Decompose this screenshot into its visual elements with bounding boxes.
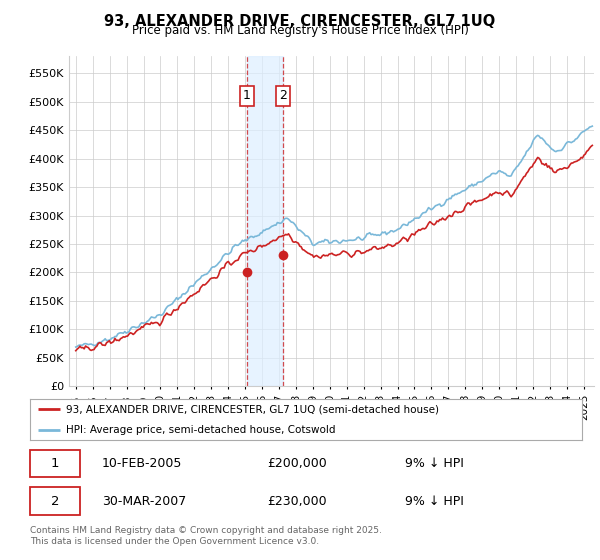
Text: 10-FEB-2005: 10-FEB-2005 (102, 457, 182, 470)
Bar (247, 56, 283, 386)
Text: Price paid vs. HM Land Registry's House Price Index (HPI): Price paid vs. HM Land Registry's House … (131, 24, 469, 37)
Text: 93, ALEXANDER DRIVE, CIRENCESTER, GL7 1UQ (semi-detached house): 93, ALEXANDER DRIVE, CIRENCESTER, GL7 1U… (66, 404, 439, 414)
Text: 9% ↓ HPI: 9% ↓ HPI (406, 494, 464, 508)
Text: £230,000: £230,000 (268, 494, 327, 508)
Text: Contains HM Land Registry data © Crown copyright and database right 2025.
This d: Contains HM Land Registry data © Crown c… (30, 526, 382, 546)
Text: HPI: Average price, semi-detached house, Cotswold: HPI: Average price, semi-detached house,… (66, 424, 335, 435)
Text: 9% ↓ HPI: 9% ↓ HPI (406, 457, 464, 470)
Text: 2: 2 (279, 90, 287, 102)
Text: 1: 1 (243, 90, 251, 102)
Text: 30-MAR-2007: 30-MAR-2007 (102, 494, 186, 508)
Text: 1: 1 (50, 457, 59, 470)
Text: 2: 2 (50, 494, 59, 508)
FancyBboxPatch shape (30, 487, 80, 515)
FancyBboxPatch shape (30, 450, 80, 478)
Text: £200,000: £200,000 (268, 457, 327, 470)
Text: 93, ALEXANDER DRIVE, CIRENCESTER, GL7 1UQ: 93, ALEXANDER DRIVE, CIRENCESTER, GL7 1U… (104, 14, 496, 29)
